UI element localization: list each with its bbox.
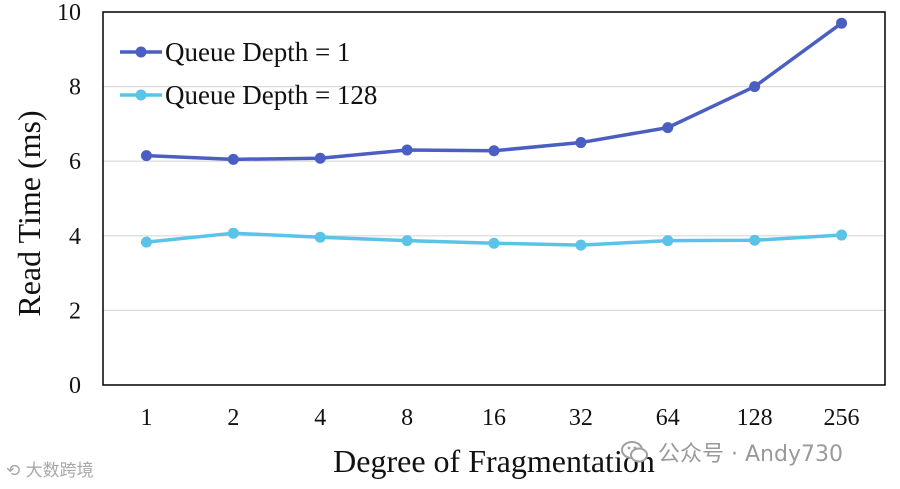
data-point	[314, 152, 326, 164]
plot-frame	[102, 11, 886, 386]
x-tick-label: 2	[227, 405, 239, 431]
x-tick-label: 64	[656, 405, 680, 431]
x-axis-title: Degree of Fragmentation	[333, 443, 655, 479]
x-tick-label: 16	[482, 405, 506, 431]
data-point	[227, 227, 239, 239]
data-point	[488, 145, 500, 157]
series-1	[140, 17, 848, 165]
y-tick-label: 2	[69, 298, 81, 324]
series-group	[140, 17, 848, 251]
data-point	[749, 234, 761, 246]
data-point	[575, 137, 587, 149]
data-point	[488, 237, 500, 249]
data-point	[227, 153, 239, 165]
watermark-account: 公众号 · Andy730	[620, 436, 843, 468]
data-point	[662, 122, 674, 134]
data-point	[140, 150, 152, 162]
data-point	[575, 239, 587, 251]
watermark-brand: ⟲ 大数跨境	[6, 456, 94, 481]
data-point	[314, 231, 326, 243]
x-tick-label: 256	[824, 405, 860, 431]
legend-label: Queue Depth = 1	[165, 37, 350, 67]
wechat-icon	[621, 441, 648, 463]
watermark-account-text: 公众号 · Andy730	[658, 442, 843, 467]
data-point	[836, 229, 848, 241]
y-tick-label: 8	[69, 75, 81, 101]
data-point	[140, 236, 152, 248]
data-point	[662, 235, 674, 247]
x-tick-label: 32	[569, 405, 593, 431]
legend: Queue Depth = 1 Queue Depth = 128	[120, 37, 377, 110]
data-point	[836, 17, 848, 29]
y-axis-ticks: 0 2 4 6 8 10	[57, 0, 81, 399]
data-point	[401, 144, 413, 156]
data-point	[401, 235, 413, 247]
legend-marker	[135, 89, 147, 101]
y-tick-label: 0	[69, 373, 81, 399]
legend-marker	[135, 46, 147, 58]
brand-logo-icon: ⟲	[6, 461, 21, 481]
data-point	[749, 81, 761, 93]
y-tick-label: 6	[69, 149, 81, 175]
x-tick-label: 4	[314, 405, 326, 431]
x-tick-label: 128	[737, 405, 773, 431]
x-axis-ticks: 1 2 4 8 16 32 64 128 256	[140, 405, 859, 431]
series-2	[140, 227, 848, 251]
x-tick-label: 1	[140, 405, 152, 431]
legend-label: Queue Depth = 128	[165, 80, 377, 110]
y-tick-label: 4	[69, 224, 81, 250]
y-axis-title: Read Time (ms)	[11, 110, 47, 316]
y-tick-label: 10	[57, 0, 81, 26]
x-tick-label: 8	[401, 405, 413, 431]
watermark-brand-text: 大数跨境	[25, 461, 94, 481]
